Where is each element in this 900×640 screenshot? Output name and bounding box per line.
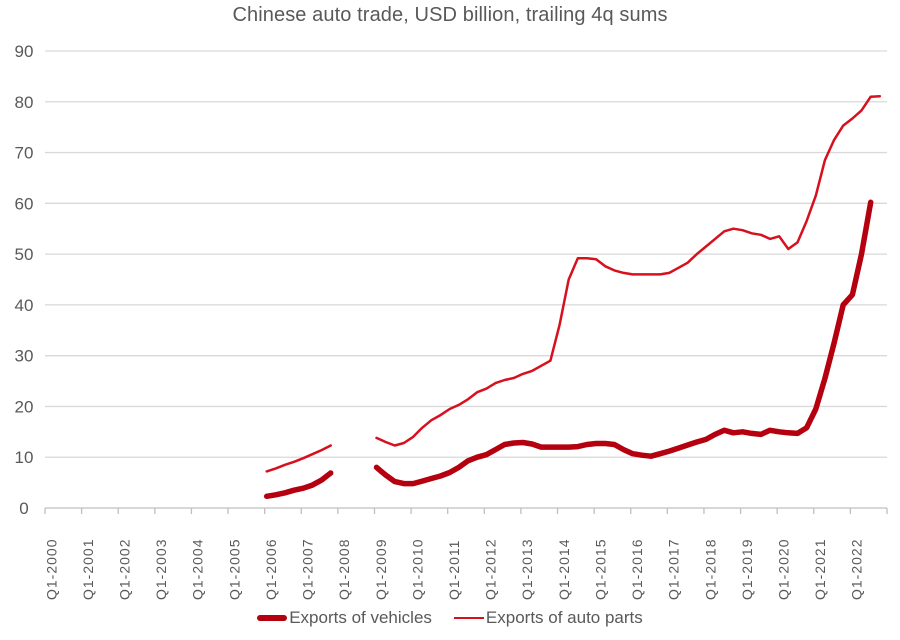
y-tick-label: 50	[15, 245, 34, 264]
x-tick-label: Q1-2020	[775, 539, 791, 600]
x-tick-label: Q1-2014	[556, 539, 572, 600]
y-tick-label: 40	[15, 296, 34, 315]
x-tick-label: Q1-2012	[483, 539, 499, 600]
data-series	[263, 94, 882, 500]
legend-label-vehicles: Exports of vehicles	[289, 608, 432, 627]
legend-swatch-auto-parts-icon	[453, 616, 484, 620]
x-tick-label: Q1-2011	[446, 540, 462, 600]
x-tick-label: Q1-2000	[43, 539, 59, 600]
legend-swatch-vehicles-icon	[257, 615, 288, 621]
y-tick-label: 60	[15, 194, 34, 213]
y-tick-label: 80	[15, 93, 34, 112]
y-axis-ticks: 0 10 20 30 40 50 60 70 80 90	[15, 42, 34, 518]
x-tick-label: Q1-2010	[409, 539, 425, 600]
gridlines	[45, 50, 887, 458]
x-tick-label: Q1-2022	[849, 539, 865, 600]
x-tick-label: Q1-2017	[666, 539, 682, 600]
x-tick-label: Q1-2009	[373, 539, 389, 600]
y-tick-label: 90	[15, 42, 34, 61]
x-tick-label: Q1-2015	[592, 539, 608, 600]
x-tick-label: Q1-2007	[300, 539, 316, 600]
x-tick-label: Q1-2016	[629, 539, 645, 600]
x-tick-label: Q1-2013	[519, 539, 535, 600]
x-tick-label: Q1-2003	[153, 539, 169, 600]
x-tick-label: Q1-2005	[226, 539, 242, 600]
legend-item-vehicles: Exports of vehicles	[257, 608, 432, 628]
y-tick-label: 10	[15, 448, 34, 467]
x-tick-label: Q1-2002	[117, 539, 133, 600]
legend: Exports of vehicles Exports of auto part…	[0, 608, 900, 628]
x-tick-label: Q1-2006	[263, 539, 279, 600]
series-line-exports-of-vehicles	[263, 470, 334, 500]
y-tick-label: 20	[15, 397, 34, 416]
x-tick-label: Q1-2008	[336, 539, 352, 600]
chart-title: Chinese auto trade, USD billion, trailin…	[232, 4, 668, 26]
y-tick-label: 70	[15, 144, 34, 163]
series-line-exports-of-auto-parts	[375, 94, 882, 447]
y-tick-label: 0	[19, 499, 28, 518]
y-tick-label: 30	[15, 347, 34, 366]
x-tick-label: Q1-2018	[702, 539, 718, 600]
series-line-exports-of-vehicles	[373, 199, 874, 487]
x-axis: Q1-2000 Q1-2001 Q1-2002 Q1-2003 Q1-2004 Q1-20…	[43, 507, 888, 600]
x-tick-label: Q1-2021	[812, 539, 828, 600]
x-tick-label: Q1-2001	[80, 539, 96, 600]
legend-item-auto-parts: Exports of auto parts	[453, 608, 643, 628]
x-tick-label: Q1-2019	[739, 539, 755, 600]
x-tick-label: Q1-2004	[190, 539, 206, 600]
series-line-exports-of-auto-parts	[265, 444, 332, 473]
legend-label-auto-parts: Exports of auto parts	[485, 608, 643, 627]
